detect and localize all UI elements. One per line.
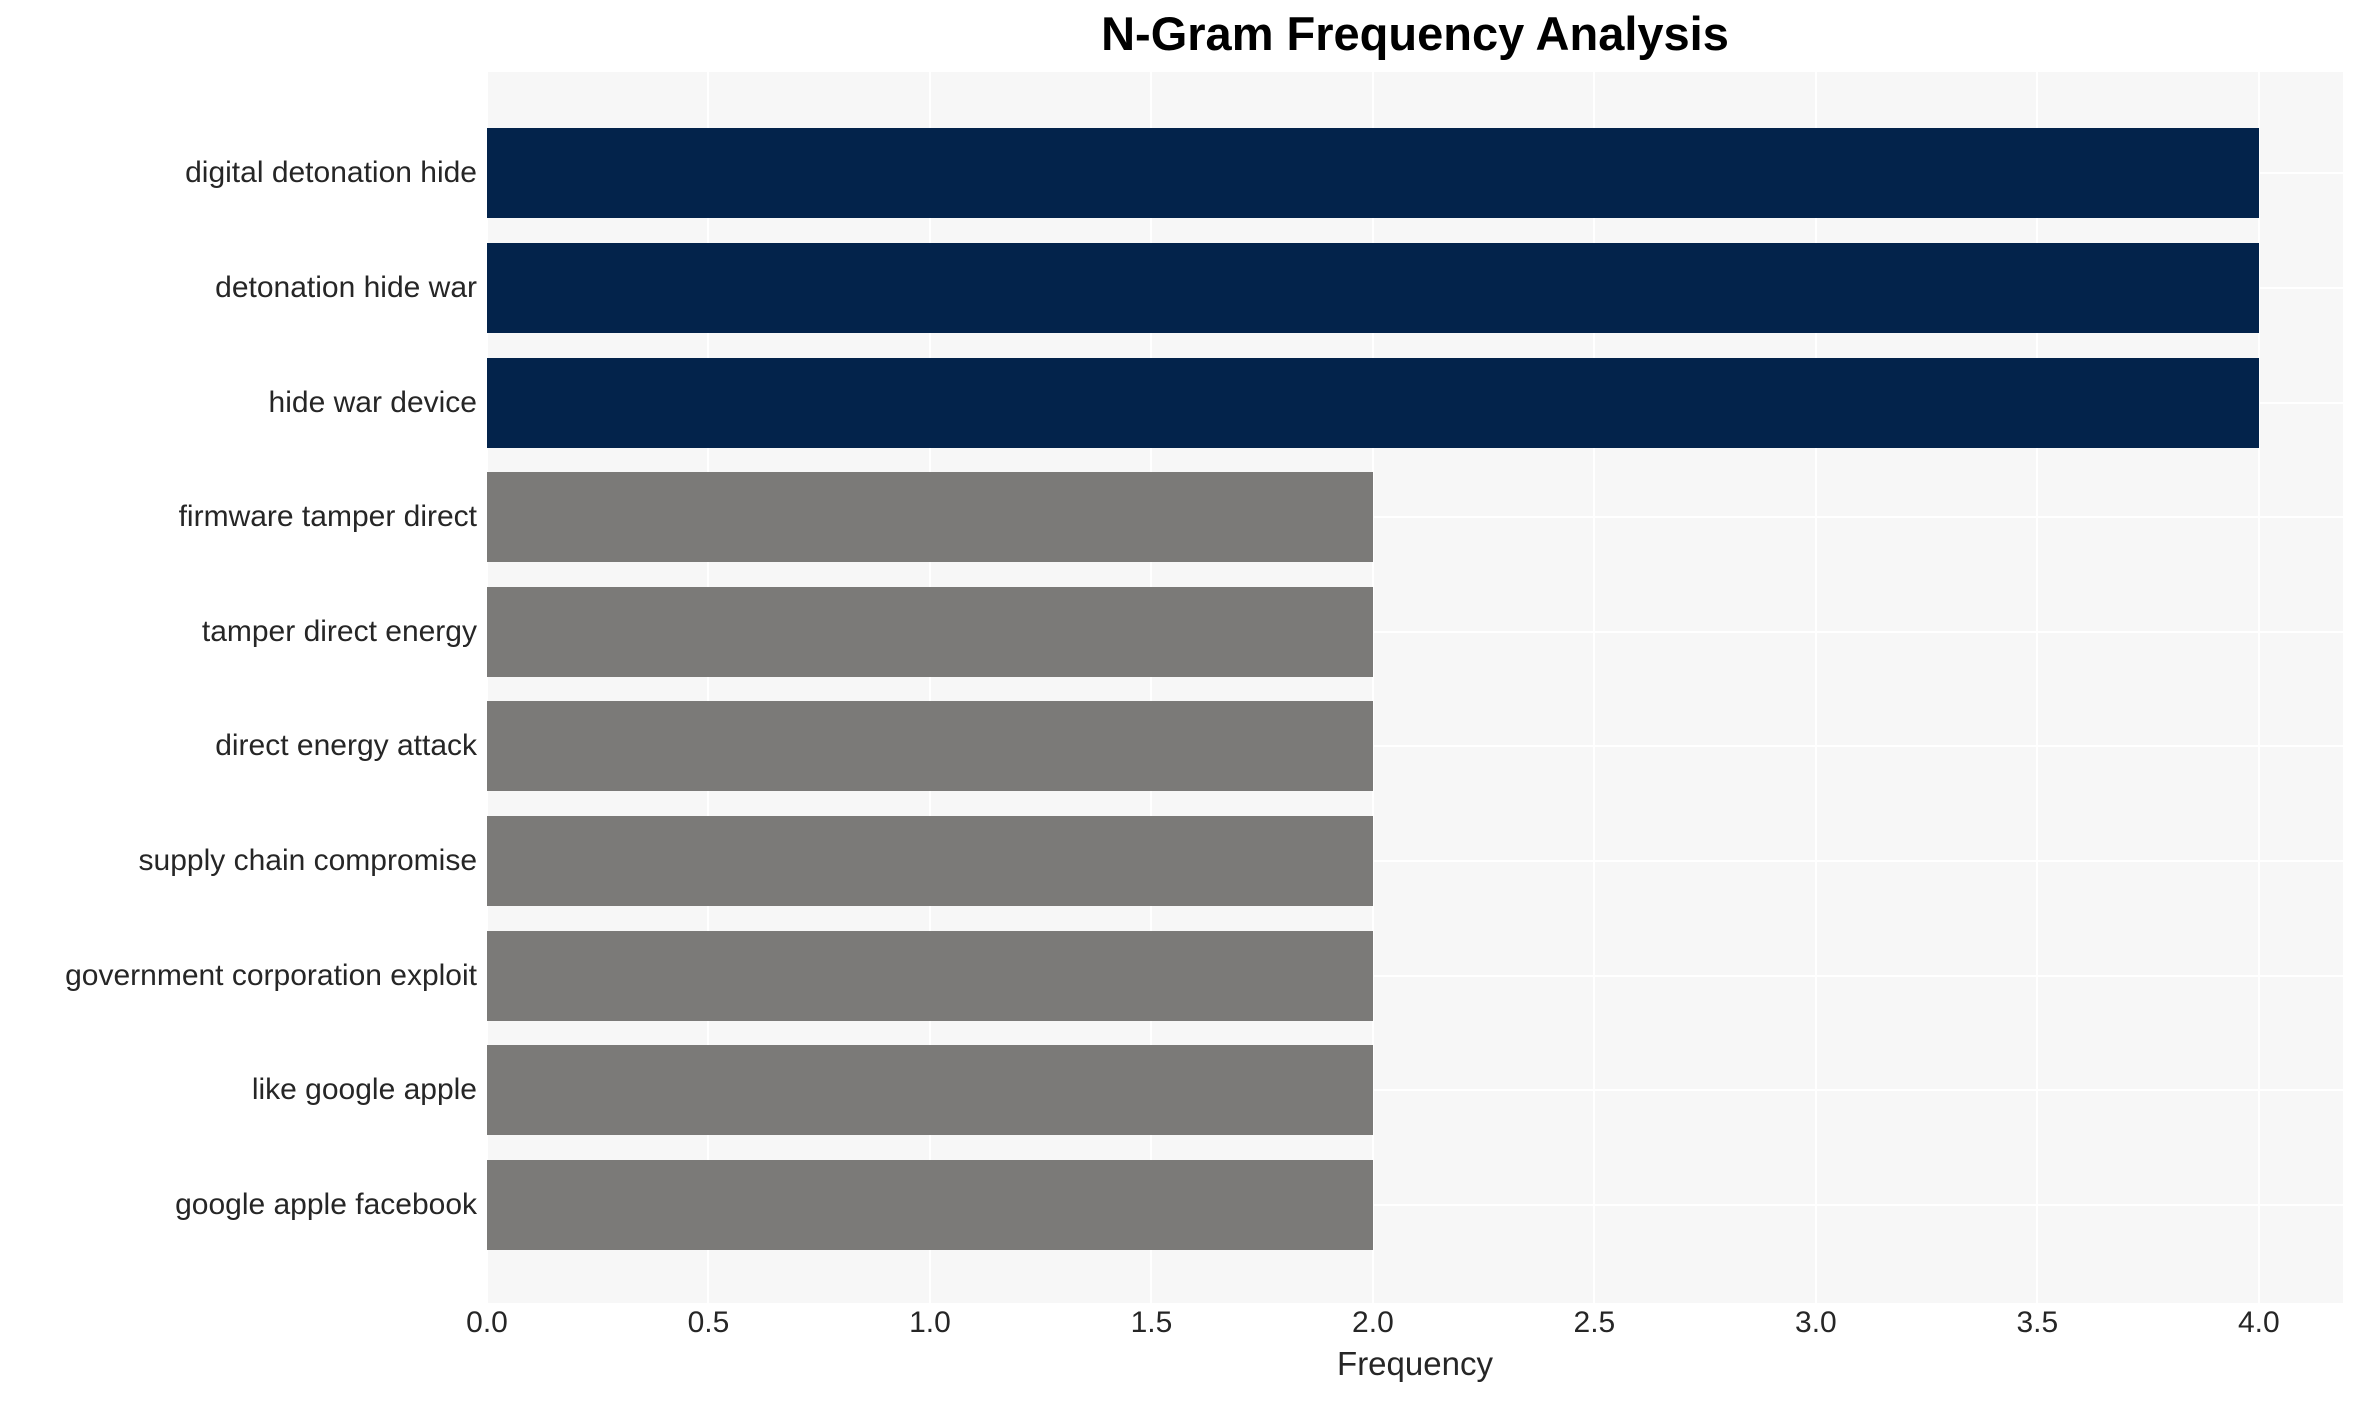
x-tick-label: 0.0: [466, 1306, 508, 1339]
horizontal-gridline: [487, 1089, 2343, 1092]
y-tick-label: google apple facebook: [175, 1187, 477, 1221]
x-tick-label: 0.5: [687, 1306, 730, 1339]
x-tick-label: 1.5: [1130, 1306, 1173, 1339]
bar: [487, 1159, 1373, 1250]
vertical-gridline: [707, 72, 710, 1303]
horizontal-gridline: [487, 974, 2343, 977]
vertical-gridline: [1814, 72, 1817, 1303]
x-axis-title: Frequency: [1337, 1345, 1493, 1382]
vertical-gridline: [2257, 72, 2260, 1303]
x-tick-label: 3.5: [2016, 1306, 2059, 1339]
y-tick-label: firmware tamper direct: [178, 500, 477, 534]
y-tick-label: hide war device: [268, 385, 477, 419]
y-tick-label: detonation hide war: [215, 270, 477, 304]
vertical-gridline: [1150, 72, 1153, 1303]
chart-title: N-Gram Frequency Analysis: [1101, 7, 1729, 60]
plot-area: [486, 72, 2343, 1303]
horizontal-gridline: [487, 630, 2343, 633]
bar: [487, 930, 1373, 1021]
horizontal-gridline: [487, 516, 2343, 519]
y-tick-label: supply chain compromise: [138, 843, 477, 877]
horizontal-gridline: [487, 1203, 2343, 1206]
x-tick-label: 1.0: [909, 1306, 951, 1339]
vertical-gridline: [1593, 72, 1596, 1303]
horizontal-gridline: [487, 745, 2343, 748]
y-tick-label: tamper direct energy: [201, 614, 477, 648]
bar: [487, 586, 1373, 677]
y-tick-label: like google apple: [251, 1073, 477, 1107]
y-tick-label: government corporation exploit: [65, 958, 477, 992]
vertical-gridline: [1371, 72, 1374, 1303]
horizontal-gridline: [487, 859, 2343, 862]
bar: [487, 472, 1373, 563]
x-tick-label: 4.0: [2237, 1306, 2280, 1339]
vertical-gridline: [486, 72, 488, 1303]
bar: [487, 128, 2259, 219]
vertical-gridline: [928, 72, 931, 1303]
x-tick-label: 3.0: [1795, 1306, 1837, 1339]
y-tick-label: digital detonation hide: [185, 156, 477, 190]
bar: [487, 242, 2259, 333]
x-tick-label: 2.0: [1352, 1306, 1394, 1339]
y-tick-label: direct energy attack: [215, 729, 477, 763]
bar: [487, 1045, 1373, 1136]
bar: [487, 701, 1373, 792]
vertical-gridline: [2036, 72, 2039, 1303]
x-tick-label: 2.5: [1573, 1306, 1616, 1339]
bar: [487, 815, 1373, 906]
bar: [487, 357, 2259, 448]
